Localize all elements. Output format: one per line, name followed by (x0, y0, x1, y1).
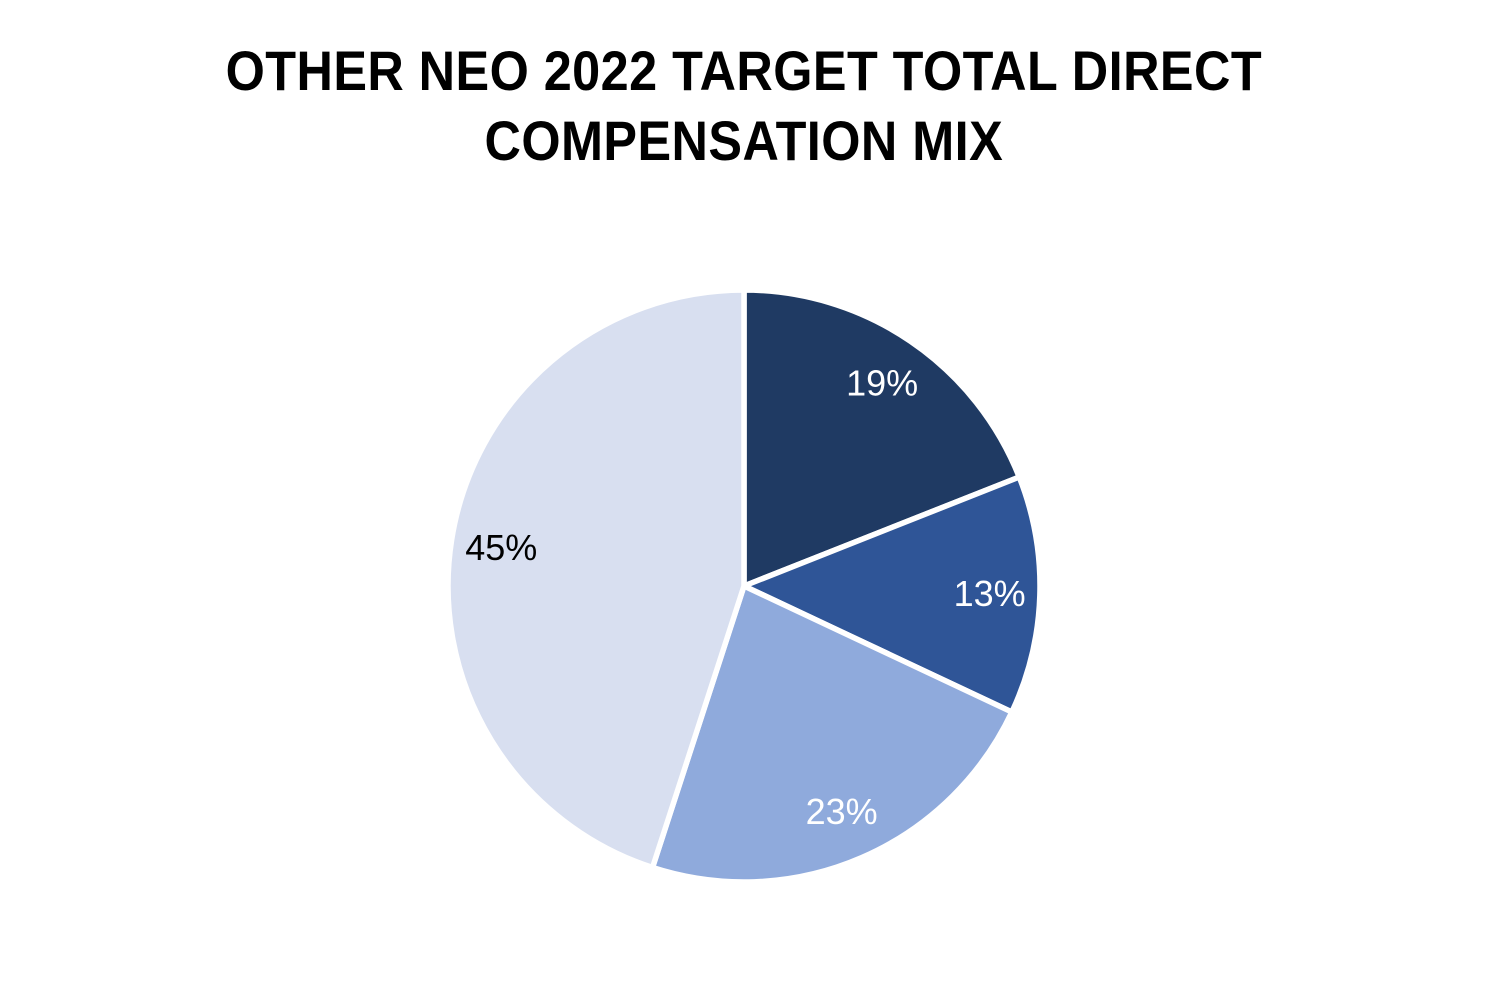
pie-slice-13 (737, 473, 1043, 716)
pie-slice-label-23: 23% (806, 791, 878, 832)
chart-title-text: OTHER NEO 2022 TARGET TOTAL DIRECT COMPE… (225, 36, 1261, 176)
pie-slice-label-13: 13% (954, 573, 1026, 614)
pie-slice-label-45: 45% (465, 527, 537, 568)
chart-title: OTHER NEO 2022 TARGET TOTAL DIRECT COMPE… (0, 36, 1487, 176)
pie-slice-label-19: 19% (846, 362, 918, 403)
chart-title-line1: OTHER NEO 2022 TARGET TOTAL DIRECT (225, 39, 1262, 102)
pie-slice-19 (741, 287, 1023, 591)
chart-title-line2: COMPENSATION MIX (484, 109, 1003, 172)
pie-slice-45 (445, 287, 747, 871)
pie-slice-23 (649, 582, 1016, 885)
